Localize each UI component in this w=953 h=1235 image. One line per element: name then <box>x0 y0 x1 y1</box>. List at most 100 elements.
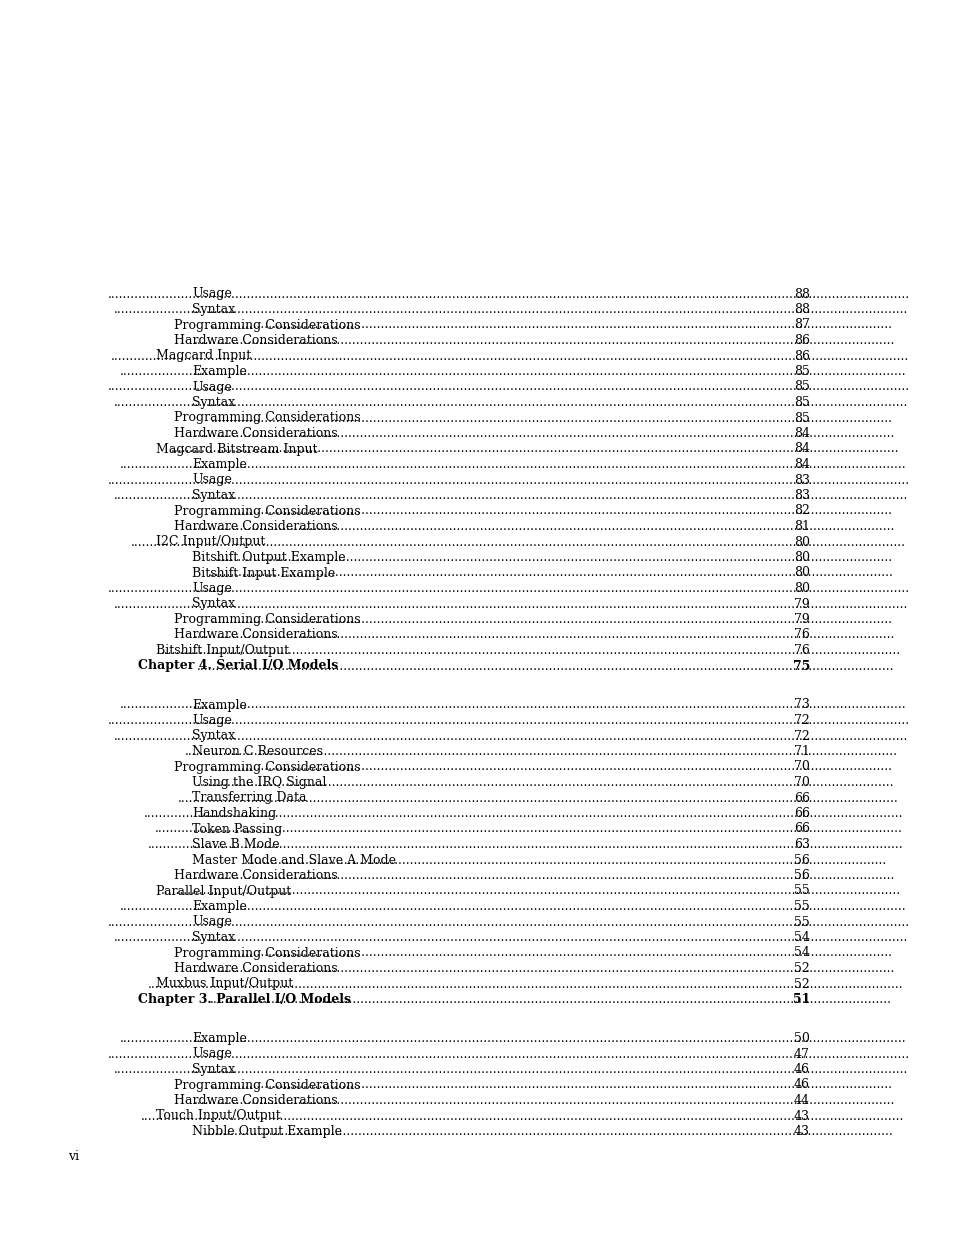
Text: 50: 50 <box>793 1032 809 1045</box>
Text: 52: 52 <box>794 977 809 990</box>
Text: ................................................................................: ........................................… <box>120 900 906 913</box>
Text: 44: 44 <box>793 1094 809 1107</box>
Text: Hardware Considerations: Hardware Considerations <box>173 962 337 974</box>
Text: Syntax: Syntax <box>192 730 234 742</box>
Text: 88: 88 <box>793 303 809 316</box>
Text: 43: 43 <box>793 1109 809 1123</box>
Text: ................................................................................: ........................................… <box>148 977 902 990</box>
Text: 80: 80 <box>793 567 809 579</box>
Text: ................................................................................: ........................................… <box>193 629 894 641</box>
Text: ................................................................................: ........................................… <box>108 288 908 300</box>
Text: Example: Example <box>192 366 247 378</box>
Text: ................................................................................: ........................................… <box>178 792 898 804</box>
Text: ................................................................................: ........................................… <box>211 946 892 960</box>
Text: Muxbus Input/Output: Muxbus Input/Output <box>156 977 293 990</box>
Text: ................................................................................: ........................................… <box>211 761 892 773</box>
Text: 75: 75 <box>792 659 809 673</box>
Text: 85: 85 <box>793 411 809 425</box>
Text: ................................................................................: ........................................… <box>184 745 897 758</box>
Text: vi: vi <box>68 1150 79 1163</box>
Text: ................................................................................: ........................................… <box>160 884 900 898</box>
Text: 72: 72 <box>794 730 809 742</box>
Text: I2C Input/Output: I2C Input/Output <box>156 536 265 548</box>
Text: 85: 85 <box>793 380 809 394</box>
Text: ................................................................................: ........................................… <box>144 806 902 820</box>
Text: 66: 66 <box>793 823 809 836</box>
Text: Programming Considerations: Programming Considerations <box>173 761 360 773</box>
Text: ................................................................................: ........................................… <box>154 823 902 836</box>
Text: Syntax: Syntax <box>192 303 234 316</box>
Text: ................................................................................: ........................................… <box>113 303 907 316</box>
Text: 81: 81 <box>793 520 809 534</box>
Text: ................................................................................: ........................................… <box>211 1078 892 1092</box>
Text: ................................................................................: ........................................… <box>120 458 906 471</box>
Text: Chapter 3. Parallel I/O Models: Chapter 3. Parallel I/O Models <box>138 993 351 1007</box>
Text: 52: 52 <box>794 962 809 974</box>
Text: Usage: Usage <box>192 582 232 595</box>
Text: ................................................................................: ........................................… <box>214 551 892 564</box>
Text: Bitshift Output Example: Bitshift Output Example <box>192 551 345 564</box>
Text: ................................................................................: ........................................… <box>193 427 894 440</box>
Text: ................................................................................: ........................................… <box>113 396 907 409</box>
Text: Transferring Data: Transferring Data <box>192 792 306 804</box>
Text: ................................................................................: ........................................… <box>113 730 907 742</box>
Text: Nibble Output Example: Nibble Output Example <box>192 1125 341 1137</box>
Text: Hardware Considerations: Hardware Considerations <box>173 427 337 440</box>
Text: Example: Example <box>192 699 247 711</box>
Text: ................................................................................: ........................................… <box>113 1063 907 1076</box>
Text: Magcard Input: Magcard Input <box>156 350 251 363</box>
Text: Touch Input/Output: Touch Input/Output <box>156 1109 280 1123</box>
Text: 79: 79 <box>794 598 809 610</box>
Text: ................................................................................: ........................................… <box>108 1047 908 1061</box>
Text: Syntax: Syntax <box>192 396 234 409</box>
Text: 84: 84 <box>793 458 809 471</box>
Text: Bitshift Input Example: Bitshift Input Example <box>192 567 335 579</box>
Text: ................................................................................: ........................................… <box>197 776 894 789</box>
Text: 55: 55 <box>794 884 809 898</box>
Text: ................................................................................: ........................................… <box>193 869 894 882</box>
Text: 76: 76 <box>793 629 809 641</box>
Text: Syntax: Syntax <box>192 931 234 944</box>
Text: ................................................................................: ........................................… <box>172 442 899 456</box>
Text: Hardware Considerations: Hardware Considerations <box>173 629 337 641</box>
Text: ................................................................................: ........................................… <box>160 643 900 657</box>
Text: ................................................................................: ........................................… <box>210 993 891 1007</box>
Text: ................................................................................: ........................................… <box>244 853 886 867</box>
Text: 76: 76 <box>793 643 809 657</box>
Text: 55: 55 <box>794 900 809 913</box>
Text: Programming Considerations: Programming Considerations <box>173 505 360 517</box>
Text: ................................................................................: ........................................… <box>131 536 904 548</box>
Text: 86: 86 <box>793 350 809 363</box>
Text: 70: 70 <box>793 761 809 773</box>
Text: ................................................................................: ........................................… <box>108 915 908 929</box>
Text: ................................................................................: ........................................… <box>113 931 907 944</box>
Text: 85: 85 <box>793 396 809 409</box>
Text: Neuron C Resources: Neuron C Resources <box>192 745 323 758</box>
Text: 72: 72 <box>794 714 809 727</box>
Text: 54: 54 <box>793 931 809 944</box>
Text: 80: 80 <box>793 582 809 595</box>
Text: Master Mode and Slave A Mode: Master Mode and Slave A Mode <box>192 853 395 867</box>
Text: 56: 56 <box>793 869 809 882</box>
Text: 55: 55 <box>794 915 809 929</box>
Text: ................................................................................: ........................................… <box>113 598 907 610</box>
Text: Using the IRQ Signal: Using the IRQ Signal <box>192 776 326 789</box>
Text: ................................................................................: ........................................… <box>108 714 908 727</box>
Text: Handshaking: Handshaking <box>192 806 276 820</box>
Text: 82: 82 <box>793 505 809 517</box>
Text: ................................................................................: ........................................… <box>112 350 908 363</box>
Text: 83: 83 <box>793 489 809 501</box>
Text: Programming Considerations: Programming Considerations <box>173 946 360 960</box>
Text: ................................................................................: ........................................… <box>208 567 893 579</box>
Text: ................................................................................: ........................................… <box>120 699 906 711</box>
Text: Usage: Usage <box>192 288 232 300</box>
Text: Example: Example <box>192 458 247 471</box>
Text: ................................................................................: ........................................… <box>193 520 894 534</box>
Text: Usage: Usage <box>192 473 232 487</box>
Text: ................................................................................: ........................................… <box>141 1109 903 1123</box>
Text: 46: 46 <box>793 1063 809 1076</box>
Text: Programming Considerations: Programming Considerations <box>173 411 360 425</box>
Text: Magcard Bitstream Input: Magcard Bitstream Input <box>156 442 317 456</box>
Text: Example: Example <box>192 1032 247 1045</box>
Text: 79: 79 <box>794 613 809 626</box>
